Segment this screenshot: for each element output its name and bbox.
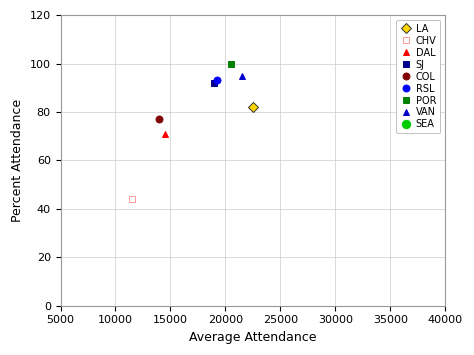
Y-axis label: Percent Attendance: Percent Attendance (11, 99, 24, 222)
X-axis label: Average Attendance: Average Attendance (189, 331, 317, 344)
Legend: LA, CHV, DAL, SJ, COL, RSL, POR, VAN, SEA: LA, CHV, DAL, SJ, COL, RSL, POR, VAN, SE… (396, 20, 440, 133)
